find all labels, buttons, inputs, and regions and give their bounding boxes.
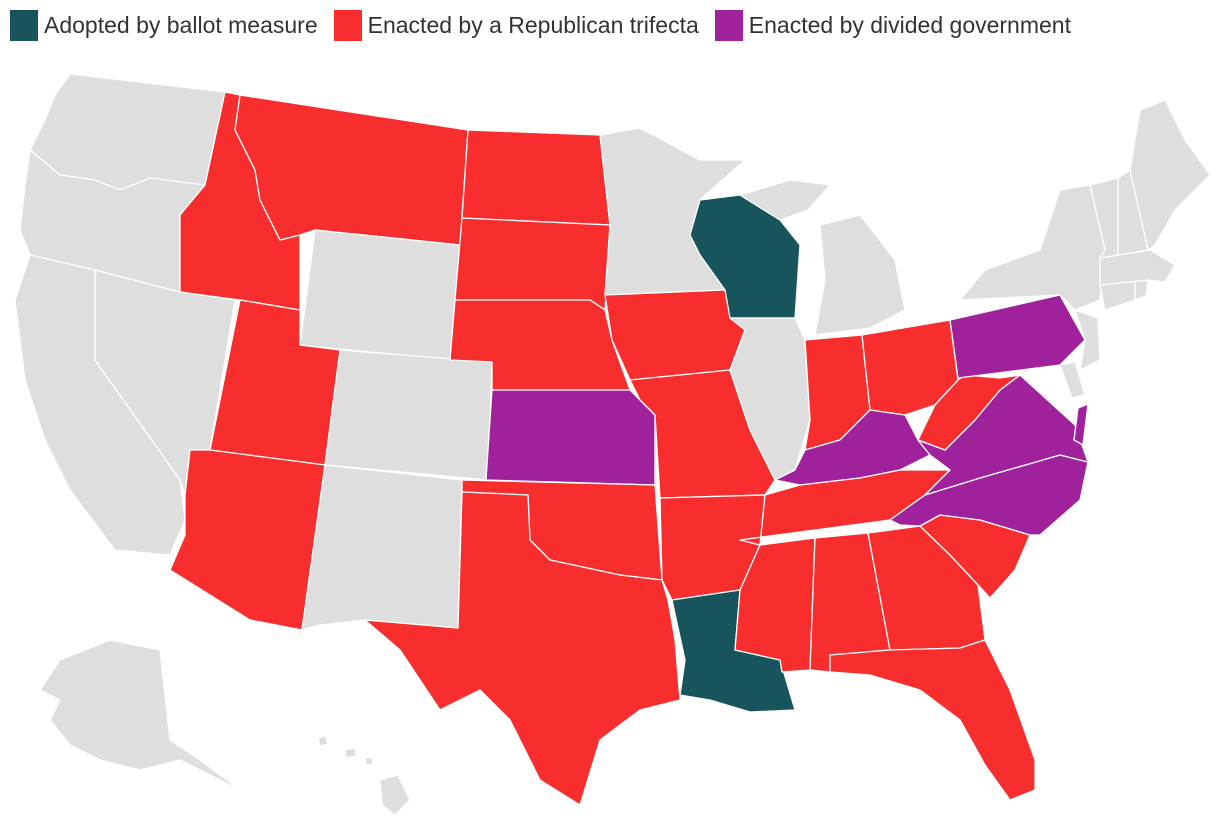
state-washington[interactable]: [29, 73, 226, 191]
state-pennsylvania[interactable]: [949, 294, 1086, 379]
state-hawaii[interactable]: [317, 735, 411, 816]
state-massachusetts[interactable]: [1099, 249, 1176, 286]
state-colorado[interactable]: [324, 349, 493, 481]
state-rhode-island[interactable]: [1134, 279, 1149, 301]
legend-item-ballot: Adopted by ballot measure: [10, 10, 318, 41]
legend-item-divided: Enacted by divided government: [714, 10, 1071, 41]
state-maine[interactable]: [1129, 99, 1211, 251]
state-iowa[interactable]: [604, 289, 746, 381]
state-north-dakota[interactable]: [461, 129, 611, 226]
state-new-jersey[interactable]: [1074, 309, 1101, 371]
state-texas[interactable]: [364, 491, 681, 806]
state-south-dakota[interactable]: [454, 217, 611, 311]
state-new-york[interactable]: [959, 184, 1106, 311]
state-arizona[interactable]: [169, 449, 326, 631]
legend-swatch-gop: [333, 10, 362, 41]
state-vermont[interactable]: [1089, 177, 1119, 259]
state-delaware[interactable]: [1059, 361, 1086, 399]
state-florida[interactable]: [829, 639, 1036, 801]
legend-label-gop: Enacted by a Republican trifecta: [367, 12, 699, 38]
legend: Adopted by ballot measure Enacted by a R…: [10, 10, 1071, 41]
legend-swatch-ballot: [10, 10, 38, 41]
state-kansas[interactable]: [485, 389, 656, 486]
state-alaska[interactable]: [39, 639, 241, 791]
legend-swatch-divided: [714, 10, 743, 41]
state-michigan[interactable]: [739, 179, 906, 336]
state-maryland[interactable]: [1073, 403, 1089, 446]
state-new-mexico[interactable]: [301, 464, 463, 631]
legend-item-gop: Enacted by a Republican trifecta: [333, 10, 699, 41]
legend-label-ballot: Adopted by ballot measure: [44, 12, 318, 38]
state-wyoming[interactable]: [299, 229, 461, 361]
legend-label-divided: Enacted by divided government: [748, 12, 1071, 38]
